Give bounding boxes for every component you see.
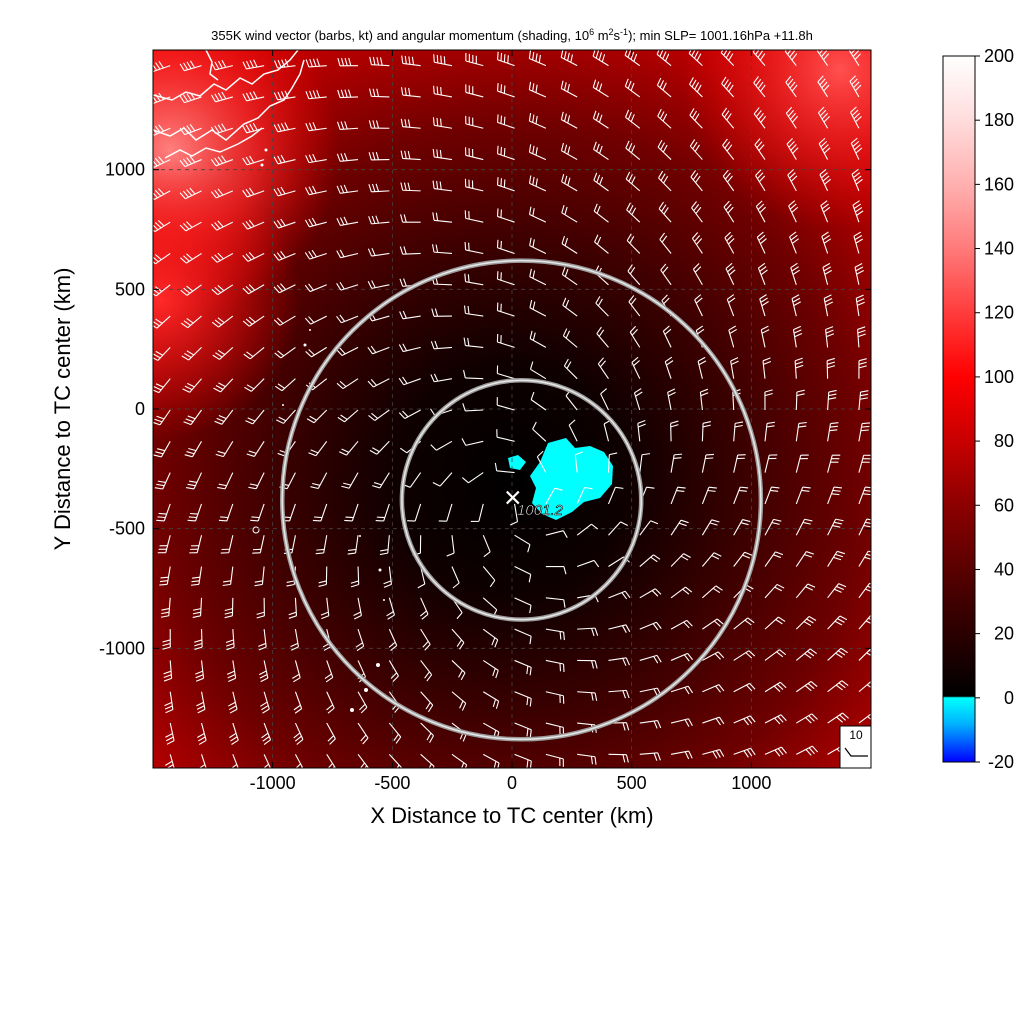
reference-barb-label: 10 — [849, 728, 863, 742]
colorbar-tick-label: 120 — [984, 303, 1014, 323]
colorbar: -20 0 20 40 60 80 100 120 140 160 180 200 — [943, 46, 1014, 772]
colorbar-ticks: -20 0 20 40 60 80 100 120 140 160 180 200 — [975, 46, 1014, 772]
y-axis-label: Y Distance to TC center (km) — [50, 268, 75, 551]
colorbar-tick-label: -20 — [988, 752, 1014, 772]
colorbar-tick-label: 40 — [994, 559, 1014, 579]
x-tick-label: -500 — [374, 773, 410, 793]
colorbar-tick-label: 60 — [994, 495, 1014, 515]
x-tick-label: 500 — [617, 773, 647, 793]
reference-barb-box: 10 — [840, 726, 871, 768]
y-tick-label: -500 — [109, 519, 145, 539]
colorbar-tick-label: 100 — [984, 367, 1014, 387]
min-slp-label: 1001.2 — [517, 502, 564, 519]
colorbar-tick-label: 180 — [984, 110, 1014, 130]
y-tick-label: -1000 — [99, 638, 145, 658]
x-tick-label: 0 — [507, 773, 517, 793]
chart-title: 355K wind vector (barbs, kt) and angular… — [211, 27, 813, 43]
x-axis-label: X Distance to TC center (km) — [370, 803, 653, 828]
y-tick-label: 1000 — [105, 160, 145, 180]
x-tick-label: -1000 — [250, 773, 296, 793]
plot-area: 1001.2 — [149, 45, 880, 776]
colorbar-gradient — [943, 56, 975, 762]
colorbar-tick-label: 160 — [984, 174, 1014, 194]
colorbar-tick-label: 140 — [984, 239, 1014, 259]
colorbar-tick-label: 0 — [1004, 688, 1014, 708]
y-tick-label: 500 — [115, 279, 145, 299]
x-tick-label: 1000 — [731, 773, 771, 793]
colorbar-tick-label: 20 — [994, 624, 1014, 644]
colorbar-tick-label: 80 — [994, 431, 1014, 451]
y-tick-label: 0 — [135, 399, 145, 419]
colorbar-tick-label: 200 — [984, 46, 1014, 66]
